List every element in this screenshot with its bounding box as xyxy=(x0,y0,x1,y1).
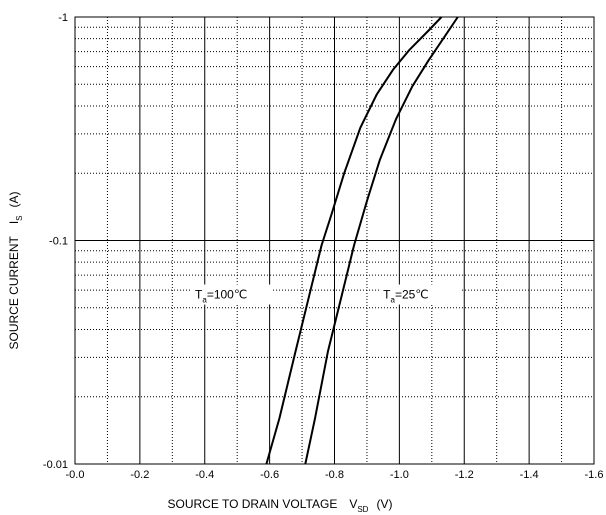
x-tick-label: -1.6 xyxy=(585,469,604,481)
y-tick-labels: -0.01 -0.1 -1 xyxy=(43,12,68,471)
x-tick-label: -0.4 xyxy=(195,469,214,481)
annotation-label-1: Ta=100℃ xyxy=(195,288,247,305)
curve-2 xyxy=(304,16,459,465)
x-tick-label: -1.4 xyxy=(520,469,539,481)
x-tick-label: -0.8 xyxy=(325,469,344,481)
curves xyxy=(265,16,459,465)
x-tick-label: -0.0 xyxy=(66,469,85,481)
y-axis-title: SOURCE CURRENTIS(A) xyxy=(7,191,24,349)
y-tick-label: -0.1 xyxy=(49,236,68,248)
curve-1 xyxy=(265,16,443,465)
x-tick-label: -0.2 xyxy=(130,469,149,481)
x-axis-title: SOURCE TO DRAIN VOLTAGE VSD (V) xyxy=(168,497,393,514)
annotation-bg-2 xyxy=(379,284,462,305)
x-tick-label: -1.0 xyxy=(390,469,409,481)
plot-frame xyxy=(74,16,595,465)
minor-grid xyxy=(75,17,594,464)
x-tick-label: -1.2 xyxy=(455,469,474,481)
y-tick-label: -1 xyxy=(58,12,68,24)
x-tick-label: -0.6 xyxy=(260,469,279,481)
annotations: Ta=100℃ Ta=25℃ xyxy=(191,284,462,305)
annotation-bg-1 xyxy=(191,284,274,305)
y-tick-label: -0.01 xyxy=(43,459,68,471)
annotation-label-2: Ta=25℃ xyxy=(383,288,429,305)
x-tick-labels: -0.0 -0.2 -0.4 -0.6 -0.8 -1.0 -1.2 -1.4 -1.6 xyxy=(66,469,604,481)
major-grid xyxy=(75,17,594,464)
